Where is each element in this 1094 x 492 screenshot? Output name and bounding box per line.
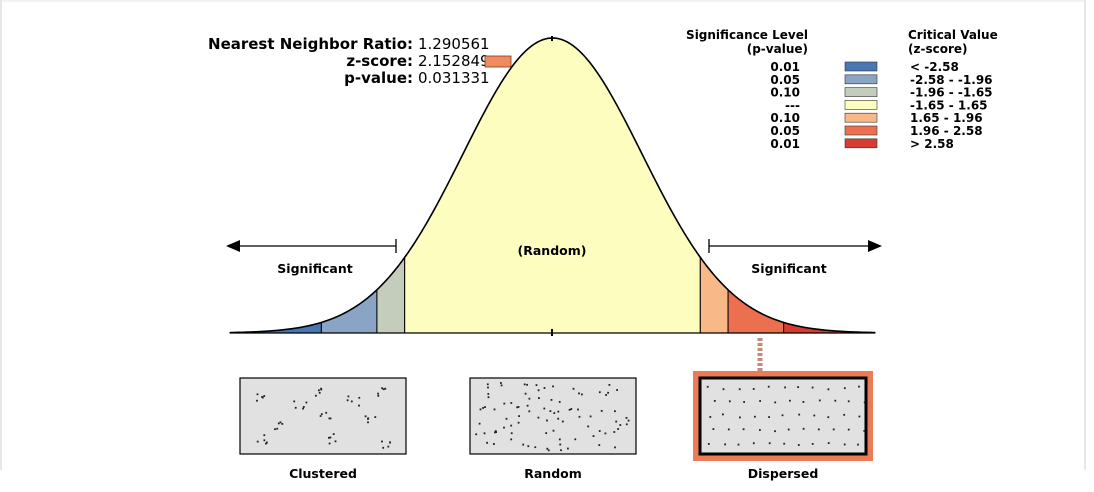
panel-label: Clustered [289,466,357,481]
legend-p-value: 0.10 [770,86,800,100]
legend-color-swatch [844,100,878,110]
curve-band-6 [783,321,876,334]
legend-color-swatch [844,61,878,72]
legend-p-value: 0.01 [770,137,800,151]
legend-color-swatch [844,138,878,149]
random-region-label: (Random) [518,243,587,258]
panel-label: Dispersed [748,466,819,481]
p-value-header: (p-value) [747,42,808,56]
legend-color-swatch [844,125,878,136]
pattern-panel [469,377,637,455]
legend-z-range: < -2.58 [910,60,959,74]
p-value-value: 0.031331 [418,69,490,87]
pattern-dots [256,387,391,449]
critical-value-header: Critical Value [908,28,998,42]
significant-right-label: Significant [751,261,826,276]
z-score-color-marker [484,55,512,68]
legend-z-range: -1.96 - -1.65 [910,86,993,100]
z-score-label: z-score: [346,52,413,70]
legend-z-range: 1.96 - 2.58 [910,124,983,138]
z-score-header: (z-score) [908,42,968,56]
pattern-panels: Clustered Random Dispersed [239,371,873,481]
legend-z-range: 1.65 - 1.96 [910,111,983,125]
legend-color-swatch [844,87,878,97]
curve-band-4 [699,255,729,334]
normal-curve [229,37,876,334]
curve-band-0 [229,321,322,334]
legend-p-value: 0.05 [770,124,800,138]
legend-p-value: --- [785,98,800,112]
pattern-panel [239,377,407,455]
pattern-dots [706,385,866,446]
legend-z-range: > 2.58 [910,137,954,151]
legend-color-swatch [844,74,878,85]
significance-legend: Significance Level (p-value) Critical Va… [686,28,998,151]
result-summary: Nearest Neighbor Ratio: 1.290561 z-score… [208,35,512,87]
ratio-value: 1.290561 [418,35,490,53]
p-value-label: p-value: [344,69,413,87]
significant-left-label: Significant [277,261,352,276]
legend-z-range: -2.58 - -1.96 [910,73,993,87]
ratio-label: Nearest Neighbor Ratio: [208,35,413,53]
z-score-value: 2.152849 [418,52,490,70]
legend-p-value: 0.10 [770,111,800,125]
legend-p-value: 0.05 [770,73,800,87]
panel-label: Random [524,466,582,481]
significance-header: Significance Level [686,28,808,42]
legend-z-range: -1.65 - 1.65 [910,98,988,112]
left-significance-arrow [226,239,397,253]
right-significance-arrow [708,239,882,253]
legend-p-value: 0.01 [770,60,800,74]
legend-color-swatch [844,112,878,123]
curve-band-2 [376,255,406,334]
pattern-dots [475,382,630,452]
